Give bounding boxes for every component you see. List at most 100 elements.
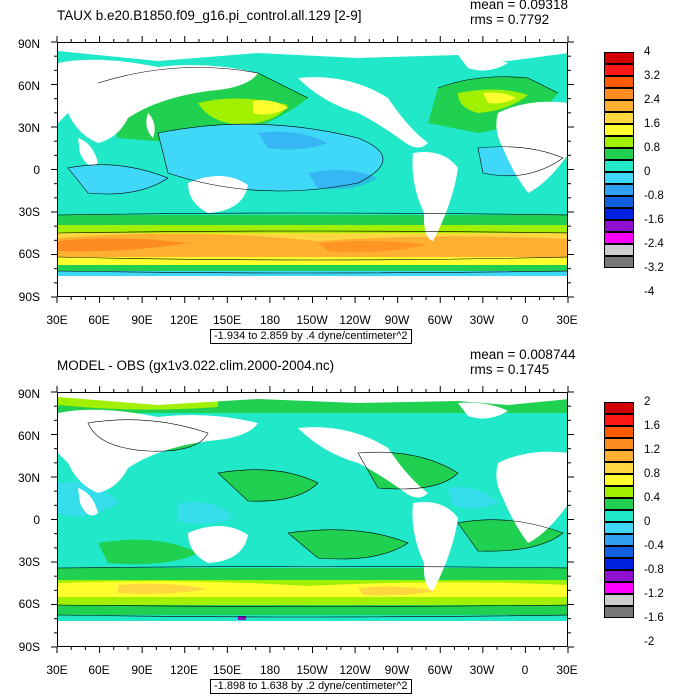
lat-label: 60S [18, 597, 40, 611]
colorbar-label: -2 [644, 636, 655, 648]
lon-label: 30W [469, 663, 495, 677]
colorbar-cell [604, 196, 634, 208]
contour-range-label: -1.898 to 1.638 by .2 dyne/centimeter^2 [210, 679, 412, 694]
colorbar-cell [604, 570, 634, 582]
colorbar-cell [604, 112, 634, 124]
taux-panel: TAUX b.e20.B1850.f09_g16.pi_control.all.… [17, 0, 664, 344]
colorbar-label: 0.4 [644, 492, 660, 504]
lon-label: 30E [46, 663, 68, 677]
colorbar-label: -1.6 [644, 612, 664, 624]
colorbar-label: 0.8 [644, 468, 660, 480]
colorbar-cell [604, 606, 634, 618]
colorbar-cell [604, 426, 634, 438]
colorbar-cell [604, 124, 634, 136]
colorbar-cell [604, 462, 634, 474]
colorbar-cell [604, 100, 634, 112]
colorbar-label: 2 [644, 396, 651, 408]
colorbar-cell [604, 232, 634, 244]
colorbar-label: 0.8 [644, 142, 660, 154]
mean-value: mean = 0.008744 [470, 347, 576, 362]
map-plot [57, 42, 568, 297]
lat-label: 60S [18, 247, 40, 261]
lon-label: 30W [469, 313, 495, 327]
lat-label: 60N [17, 429, 40, 443]
colorbar-label: -3.2 [644, 262, 664, 274]
panel-title: MODEL - OBS (gx1v3.022.clim.2000-2004.nc… [57, 358, 335, 373]
colorbar-label: 0 [644, 166, 651, 178]
lon-label: 150W [296, 313, 328, 327]
taux-map [58, 43, 567, 296]
colorbar-cell [604, 558, 634, 570]
lat-label: 30N [17, 121, 40, 135]
contour-lines [58, 419, 567, 618]
colorbar-cell [604, 450, 634, 462]
land [58, 393, 567, 591]
lat-label: 30S [18, 205, 40, 219]
lon-label: 180 [259, 663, 281, 677]
colorbar-cell [604, 510, 634, 522]
lon-label: 120W [339, 313, 371, 327]
lon-label: 150E [212, 313, 242, 327]
lon-label: 90W [384, 313, 410, 327]
lat-label: 30S [18, 555, 40, 569]
colorbar-cell [604, 486, 634, 498]
land [58, 43, 567, 241]
colorbar-label: -4 [644, 286, 655, 298]
colorbar-cell [604, 148, 634, 160]
lat-label: 90S [18, 640, 40, 654]
colorbar-cell [604, 534, 634, 546]
lon-label: 60W [427, 663, 453, 677]
colorbar-label: -1.6 [644, 214, 664, 226]
panel-stats: mean = 0.008744 rms = 0.1745 [470, 347, 575, 377]
colorbar-cell [604, 546, 634, 558]
lon-label: 120W [339, 663, 371, 677]
lon-label: 60W [427, 313, 453, 327]
colorbar-cell [604, 594, 634, 606]
colorbar-cell [604, 172, 634, 184]
colorbar-cell [604, 52, 634, 64]
colorbar-cell [604, 256, 634, 268]
colorbar-cell [604, 438, 634, 450]
colorbar-cell [604, 160, 634, 172]
lon-label: 90E [131, 313, 153, 327]
colorbar-cell [604, 220, 634, 232]
lon-label: 150W [296, 663, 328, 677]
lon-label: 120E [169, 663, 199, 677]
lat-label: 60N [17, 79, 40, 93]
model-obs-panel: MODEL - OBS (gx1v3.022.clim.2000-2004.nc… [0, 347, 700, 700]
colorbar-label: -0.8 [644, 564, 664, 576]
lat-label: 0 [33, 163, 40, 177]
lon-label: 90E [131, 663, 153, 677]
colorbar-label: 2.4 [644, 94, 660, 106]
lat-label: 90N [17, 37, 40, 51]
colorbar-cell [604, 582, 634, 594]
colorbar-cell [604, 88, 634, 100]
lon-label: 120E [169, 313, 199, 327]
colorbar-label: 4 [644, 46, 651, 58]
colorbar-label: 0 [644, 516, 651, 528]
lat-label: 30N [17, 471, 40, 485]
difference-map [58, 393, 567, 646]
map-plot [57, 392, 568, 647]
colorbar-cell [604, 244, 634, 256]
lon-label: 60E [88, 313, 110, 327]
lon-label: 180 [259, 313, 281, 327]
lon-label: 30E [46, 313, 68, 327]
colorbar-label: -1.2 [644, 588, 664, 600]
colorbar-label: 1.2 [644, 444, 660, 456]
panel-stats: mean = 0.09318 rms = 0.7792 [470, 0, 568, 27]
colorbar-cell [604, 64, 634, 76]
lon-label: 60E [88, 663, 110, 677]
lat-label: 90N [17, 387, 40, 401]
lon-label: 0 [521, 663, 529, 677]
colorbar-cell [604, 402, 634, 414]
colorbar-cell [604, 208, 634, 220]
colorbar-label: -2.4 [644, 238, 664, 250]
colorbar-label: -0.8 [644, 190, 664, 202]
lon-label: 90W [384, 663, 410, 677]
colorbar-label: -0.4 [644, 540, 664, 552]
lat-label: 0 [33, 513, 40, 527]
lat-label: 90S [18, 290, 40, 304]
colorbar-label: 1.6 [644, 118, 660, 130]
rms-value: rms = 0.7792 [470, 12, 550, 27]
